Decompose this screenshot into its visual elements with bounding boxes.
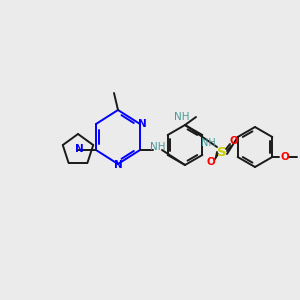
Text: O: O: [207, 157, 215, 167]
Text: O: O: [281, 152, 290, 162]
Text: NH: NH: [201, 138, 215, 148]
Text: N: N: [114, 160, 122, 170]
Text: NH: NH: [174, 112, 190, 122]
Text: N: N: [75, 144, 83, 154]
Text: O: O: [230, 136, 238, 146]
Text: S: S: [217, 146, 227, 158]
Text: N: N: [138, 119, 146, 129]
Text: NH: NH: [150, 142, 166, 152]
